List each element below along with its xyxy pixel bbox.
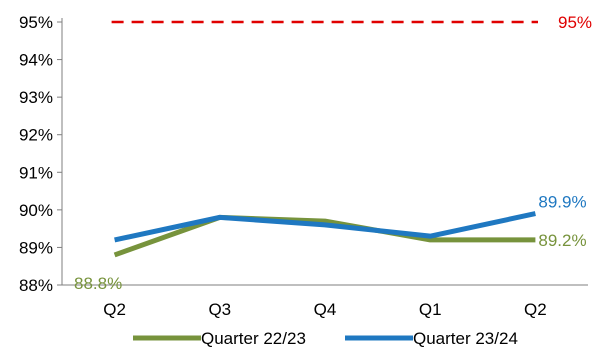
target-label: 95% — [558, 13, 592, 32]
y-axis-ticks: 88% 89% 90% 91% 92% 93% 94% 95% — [19, 13, 62, 295]
data-label-first: 88.8% — [74, 274, 122, 293]
legend-label: Quarter 23/24 — [413, 329, 518, 348]
data-label-last: 89.2% — [538, 231, 586, 250]
x-tick-label: Q4 — [314, 300, 337, 319]
data-labels: 88.8% 89.2% 89.9% — [74, 193, 587, 293]
y-tick-label: 95% — [19, 13, 53, 32]
y-tick-label: 88% — [19, 276, 53, 295]
x-tick-label: Q3 — [208, 300, 231, 319]
data-label-last: 89.9% — [538, 193, 586, 212]
y-tick-label: 92% — [19, 126, 53, 145]
legend: Quarter 22/23 Quarter 23/24 — [133, 329, 518, 348]
x-tick-label: Q1 — [419, 300, 442, 319]
y-tick-label: 90% — [19, 201, 53, 220]
y-tick-label: 93% — [19, 88, 53, 107]
series-line-2 — [114, 211, 536, 243]
x-tick-label: Q2 — [524, 300, 547, 319]
x-tick-label: Q2 — [103, 300, 126, 319]
legend-label: Quarter 22/23 — [201, 329, 306, 348]
series-group — [113, 211, 536, 258]
y-tick-label: 91% — [19, 163, 53, 182]
target-line-group: 95% — [111, 13, 592, 32]
y-tick-label: 94% — [19, 51, 53, 70]
x-axis-ticks: Q2 Q3 Q4 Q1 Q2 — [103, 300, 546, 319]
y-tick-label: 89% — [19, 238, 53, 257]
